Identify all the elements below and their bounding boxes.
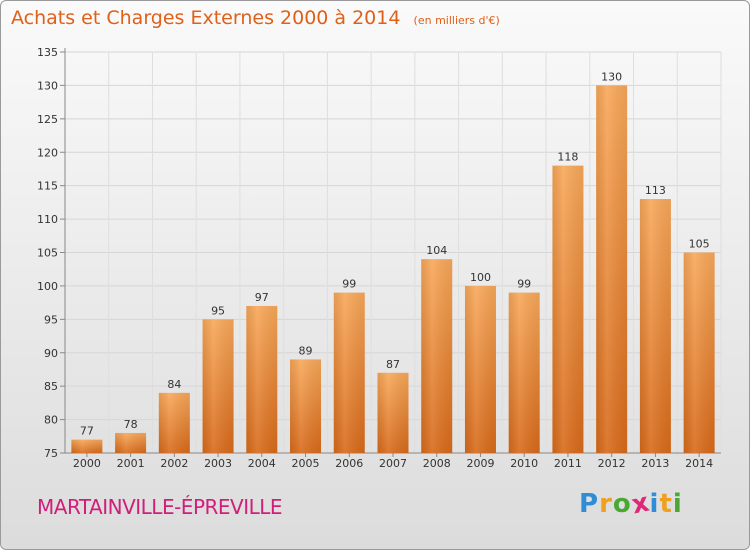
x-tick-label: 2009 <box>466 457 494 470</box>
data-label: 84 <box>167 378 181 391</box>
bar-shade <box>115 432 147 453</box>
y-tick-label: 75 <box>44 447 58 460</box>
logo-letter: P <box>579 489 600 519</box>
y-tick-label: 125 <box>37 113 58 126</box>
y-tick-label: 85 <box>44 380 58 393</box>
bar-shade <box>552 165 584 453</box>
bar-shade <box>639 199 671 453</box>
y-tick-label: 130 <box>37 79 58 92</box>
data-label: 118 <box>557 151 578 164</box>
data-label: 100 <box>470 271 491 284</box>
bar-shade <box>158 392 190 453</box>
bar-shade <box>246 305 278 453</box>
logo-letter: t <box>659 489 673 519</box>
chart-title: Achats et Charges Externes 2000 à 2014 <box>11 7 401 29</box>
bar-shade <box>464 285 496 453</box>
x-tick-label: 2013 <box>641 457 669 470</box>
data-label: 113 <box>645 184 666 197</box>
y-tick-label: 95 <box>44 313 58 326</box>
bar-shade <box>290 359 322 453</box>
bar-shade <box>596 85 628 454</box>
commune-name: MARTAINVILLE-ÉPREVILLE <box>37 495 283 519</box>
data-label: 99 <box>342 278 356 291</box>
logo-letter: r <box>599 489 613 519</box>
data-labels: 77 78 84 95 97 89 99 87 104 100 99 118 130 113 105 <box>80 70 710 437</box>
x-tick-label: 2012 <box>598 457 626 470</box>
y-tick-label: 90 <box>44 347 58 360</box>
bar-shade <box>508 292 540 453</box>
data-label: 77 <box>80 425 94 438</box>
data-label: 105 <box>689 238 710 251</box>
y-tick-label: 115 <box>37 180 58 193</box>
bar-shade <box>377 372 409 453</box>
data-label: 78 <box>124 418 138 431</box>
bar-shade <box>71 439 103 453</box>
logo-letter: i <box>649 489 660 519</box>
bar-shade <box>202 319 234 453</box>
x-tick-label: 2004 <box>248 457 276 470</box>
y-tick-label: 110 <box>37 213 58 226</box>
logo-letter: o <box>612 489 632 519</box>
proxiti-logo: Proxiti <box>579 487 683 520</box>
y-tick-label: 80 <box>44 414 58 427</box>
x-tick-label: 2008 <box>423 457 451 470</box>
data-label: 104 <box>426 244 447 257</box>
tick-labels: 75 80 85 90 95 100 105 110 115 120 125 130 135 2000 20… <box>37 46 713 470</box>
data-label: 87 <box>386 358 400 371</box>
chart-subtitle: (en milliers d'€) <box>413 14 500 27</box>
x-tick-label: 2010 <box>510 457 538 470</box>
bar-shade <box>421 259 453 453</box>
chart-title-block: Achats et Charges Externes 2000 à 2014 (… <box>11 7 500 29</box>
data-label: 97 <box>255 291 269 304</box>
bars <box>71 85 715 454</box>
data-label: 130 <box>601 70 622 83</box>
y-tick-label: 100 <box>37 280 58 293</box>
data-label: 95 <box>211 304 225 317</box>
x-tick-label: 2005 <box>292 457 320 470</box>
y-tick-label: 135 <box>37 46 58 59</box>
x-tick-label: 2001 <box>117 457 145 470</box>
x-tick-label: 2014 <box>685 457 713 470</box>
x-tick-label: 2002 <box>160 457 188 470</box>
x-tick-label: 2000 <box>73 457 101 470</box>
y-tick-label: 105 <box>37 247 58 260</box>
x-tick-label: 2011 <box>554 457 582 470</box>
logo-letter: i <box>672 489 683 519</box>
y-tick-label: 120 <box>37 146 58 159</box>
x-tick-label: 2003 <box>204 457 232 470</box>
data-label: 89 <box>299 344 313 357</box>
bar-shade <box>333 292 365 453</box>
data-label: 99 <box>517 278 531 291</box>
x-tick-label: 2006 <box>335 457 363 470</box>
bar-shade <box>683 252 715 453</box>
x-tick-label: 2007 <box>379 457 407 470</box>
